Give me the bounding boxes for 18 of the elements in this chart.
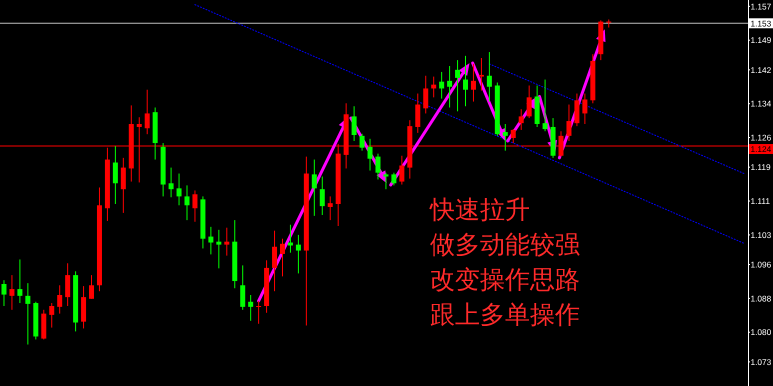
y-tick-label: 1.073 bbox=[750, 356, 772, 367]
annotation: 快速拉升 bbox=[429, 195, 530, 224]
ref-line-label: 1.153 bbox=[750, 18, 772, 28]
y-tick-label: 1.134 bbox=[750, 98, 772, 109]
annotation: 跟上多单操作 bbox=[430, 300, 580, 329]
annotation: 改变操作思路 bbox=[430, 265, 580, 294]
y-tick-label: 1.111 bbox=[750, 196, 770, 206]
annotation: 做多动能较强 bbox=[430, 230, 580, 259]
y-tick-label: 1.080 bbox=[750, 327, 772, 338]
y-tick-label: 1.142 bbox=[750, 64, 772, 75]
y-tick-label: 1.119 bbox=[750, 162, 772, 172]
y-tick-label: 1.126 bbox=[750, 132, 772, 143]
ref-line-label: 1.124 bbox=[750, 144, 772, 154]
y-tick-label: 1.149 bbox=[750, 35, 772, 46]
y-tick-label: 1.103 bbox=[750, 230, 772, 240]
y-tick-label: 1.088 bbox=[750, 293, 772, 304]
y-tick-label: 1.096 bbox=[750, 260, 772, 270]
y-tick-label: 1.157 bbox=[750, 1, 772, 12]
